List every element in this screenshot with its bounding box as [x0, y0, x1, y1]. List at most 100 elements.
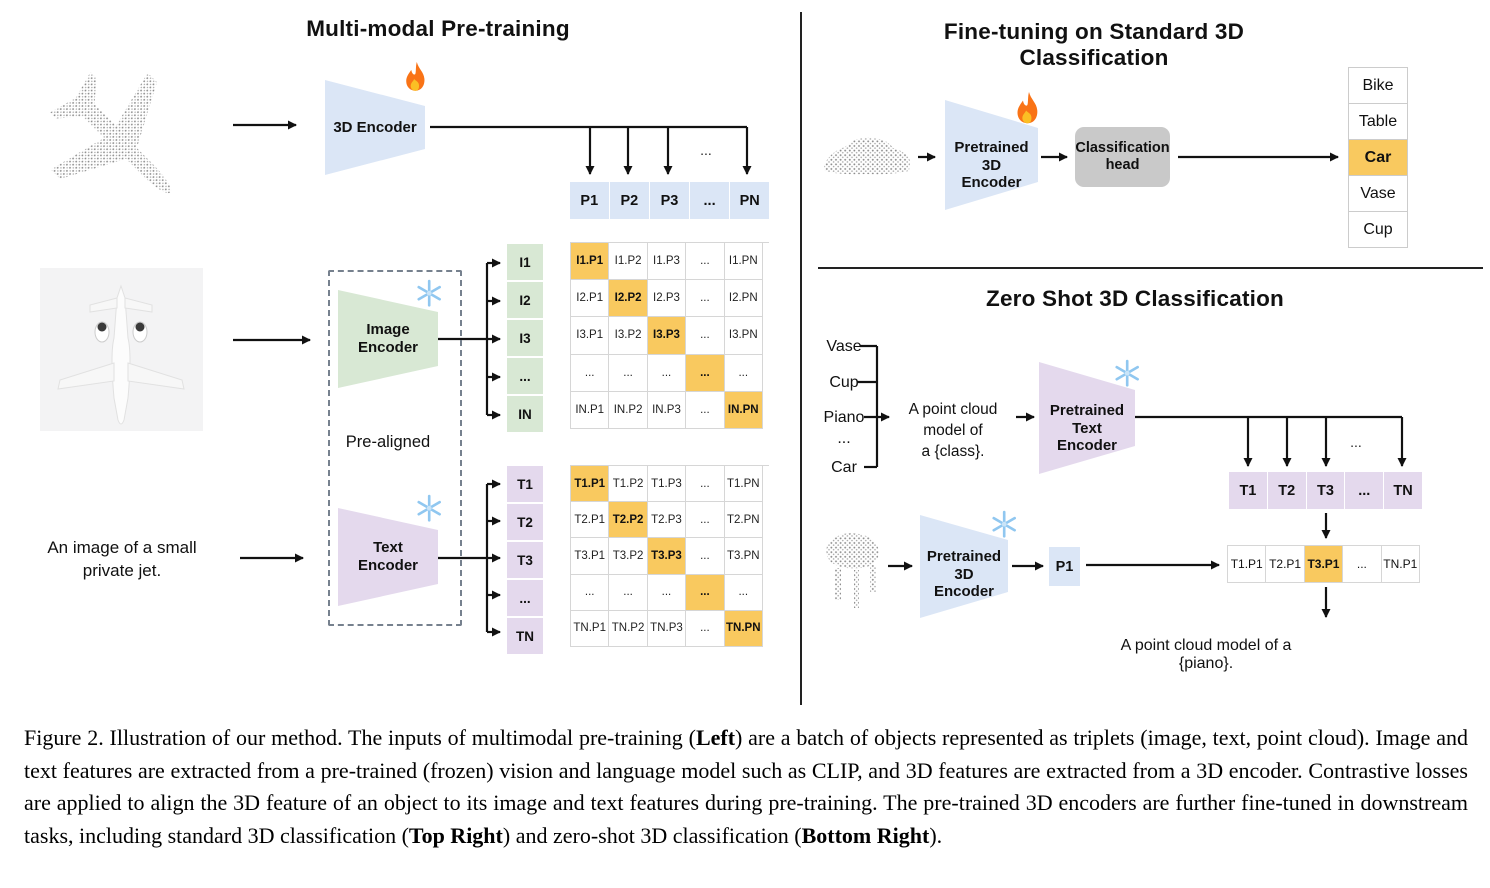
- zeroshot-class-list: Vase Cup Piano... Car: [810, 338, 878, 477]
- matrix-cell: IN.P2: [609, 391, 648, 429]
- matrix-cell: ...: [686, 574, 725, 611]
- p-feature-row: P1 P2 P3... PN: [570, 182, 769, 219]
- finetune-encoder-label-line1: Pretrained 3D: [954, 139, 1029, 174]
- text-encoder-label-line2: Encoder: [357, 556, 418, 574]
- p-cell: PN: [730, 182, 769, 219]
- zeroshot-class-label: Vase: [826, 338, 862, 355]
- matrix-cell: ...: [724, 574, 763, 611]
- image-feature-cell: I3: [507, 319, 543, 357]
- matrix-cell: I1.P3: [647, 243, 687, 281]
- matrix-cell: I2.P3: [647, 280, 687, 318]
- t-cell: TN: [1384, 472, 1422, 509]
- image-encoder-label-line1: Image: [366, 321, 410, 338]
- image-encoder-label: Image Encoder: [338, 321, 438, 356]
- airplane-point-cloud: [50, 72, 172, 194]
- matrix-cell: I3.P1: [571, 317, 610, 355]
- pretrained-text-encoder-line2: Encoder: [1056, 437, 1117, 454]
- matrix-cell: T2.P3: [647, 502, 687, 539]
- zeroshot-class-label: Piano: [823, 409, 865, 426]
- fire-icon: [1017, 92, 1038, 124]
- pretrained-text-encoder-line1: Pretrained Text: [1049, 402, 1125, 437]
- classification-head-box: Classification head: [1075, 127, 1170, 187]
- similarity-cell: T2.P1: [1266, 546, 1305, 583]
- matrix-cell: I3.P3: [647, 317, 687, 355]
- similarity-result-row: T1.P1 T2.P1 T3.P1... TN.P1: [1227, 545, 1420, 583]
- text-encoder-trapezoid: [338, 508, 438, 606]
- matrix-cell: T1.P1: [571, 466, 610, 503]
- matrix-cell: ...: [647, 354, 687, 392]
- p-cell: P2: [610, 182, 649, 219]
- matrix-cell: ...: [686, 280, 725, 318]
- car-point-cloud: [824, 137, 910, 175]
- matrix-cell: ...: [647, 574, 687, 611]
- matrix-cell: ...: [686, 243, 725, 281]
- finetune-encoder-trapezoid: [945, 100, 1038, 210]
- image-point-similarity-matrix: I1.P1 I1.P2 I1.P3... I1.PN I2.P1 I2.P2 I2.P3..…: [570, 242, 769, 429]
- matrix-cell: T3.P2: [609, 538, 648, 575]
- similarity-cell: ...: [1343, 546, 1382, 583]
- matrix-cell: T1.P2: [609, 466, 648, 503]
- matrix-cell: ...: [571, 574, 610, 611]
- matrix-cell: I1.PN: [724, 243, 763, 281]
- p-cell: ...: [690, 182, 729, 219]
- zeroshot-encoder-label: Pretrained 3D Encoder: [918, 548, 1010, 601]
- matrix-cell: ...: [609, 574, 648, 611]
- encoder-3d-trapezoid: [325, 80, 425, 175]
- matrix-cell: ...: [686, 610, 725, 647]
- matrix-cell: I1.P2: [609, 243, 648, 281]
- finetune-encoder-label-line2: Encoder: [961, 174, 1022, 191]
- snowflake-icon: [1115, 359, 1139, 387]
- pretraining-title: Multi-modal Pre-training: [306, 16, 570, 41]
- matrix-cell: TN.P3: [647, 610, 687, 647]
- image-text-caption-line1: An image of a small: [47, 538, 197, 557]
- text-feature-cell: T1: [507, 466, 543, 503]
- pre-aligned-label: Pre-aligned: [345, 433, 431, 451]
- finetune-encoder-label: Pretrained 3D Encoder: [943, 139, 1040, 192]
- ellipsis-label: ...: [700, 142, 712, 158]
- zeroshot-class-label: ...: [837, 430, 851, 447]
- matrix-cell: ...: [686, 354, 725, 392]
- prompt-template-text: A point cloud model of a {class}.: [886, 399, 1020, 462]
- t-cell: T1: [1229, 472, 1267, 509]
- matrix-cell: ...: [686, 391, 725, 429]
- fire-icon: [406, 62, 425, 91]
- matrix-cell: ...: [686, 317, 725, 355]
- image-feature-cell: I2: [507, 281, 543, 319]
- classification-head-line1: Classification: [1075, 140, 1170, 156]
- matrix-cell: T1.PN: [724, 466, 763, 503]
- image-encoder-label-line2: Encoder: [357, 338, 418, 356]
- image-feature-cell: ...: [507, 357, 543, 395]
- matrix-cell: ...: [609, 354, 648, 392]
- image-feature-cell: IN: [507, 395, 543, 433]
- matrix-cell: TN.P2: [609, 610, 648, 647]
- text-embedding-row: T1 T2 T3... TN: [1229, 472, 1422, 509]
- matrix-cell: IN.P3: [647, 391, 687, 429]
- matrix-cell: TN.PN: [724, 610, 763, 647]
- pre-aligned-dashed-box: [328, 270, 462, 626]
- image-text-caption-line2: private jet.: [82, 561, 162, 580]
- piano-point-cloud: [826, 533, 879, 608]
- class-cell: Bike: [1348, 67, 1408, 104]
- similarity-cell: T1.P1: [1228, 546, 1267, 583]
- jet-photo: [40, 268, 203, 431]
- image-feature-column: I1 I2 I3... IN: [507, 244, 543, 433]
- class-cell: Table: [1348, 103, 1408, 140]
- matrix-cell: IN.PN: [724, 391, 763, 429]
- matrix-cell: ...: [571, 354, 610, 392]
- pretrained-text-encoder-label: Pretrained Text Encoder: [1037, 402, 1137, 455]
- figure-canvas: Multi-modal Pre-training 3D Encoder P1 P2…: [40, 12, 1483, 705]
- t-cell: ...: [1345, 472, 1384, 509]
- class-cell: Cup: [1348, 211, 1408, 248]
- zeroshot-class-label: Cup: [829, 374, 859, 391]
- encoder-3d-label: 3D Encoder: [333, 119, 417, 136]
- matrix-cell: I3.P2: [609, 317, 648, 355]
- prompt-template-line2: a {class}.: [921, 443, 985, 460]
- zeroshot-title: Zero Shot 3D Classification: [986, 286, 1284, 311]
- zeroshot-encoder-trapezoid: [920, 515, 1008, 618]
- class-prediction-list: Bike Table Car Vase Cup: [1348, 67, 1408, 248]
- pretrained-text-encoder-trapezoid: [1039, 362, 1135, 474]
- matrix-cell: I3.PN: [724, 317, 763, 355]
- matrix-cell: I1.P1: [571, 243, 610, 281]
- finetuning-title: Fine-tuning on Standard 3D Classificatio…: [943, 19, 1245, 70]
- text-encoder-label: Text Encoder: [338, 539, 438, 574]
